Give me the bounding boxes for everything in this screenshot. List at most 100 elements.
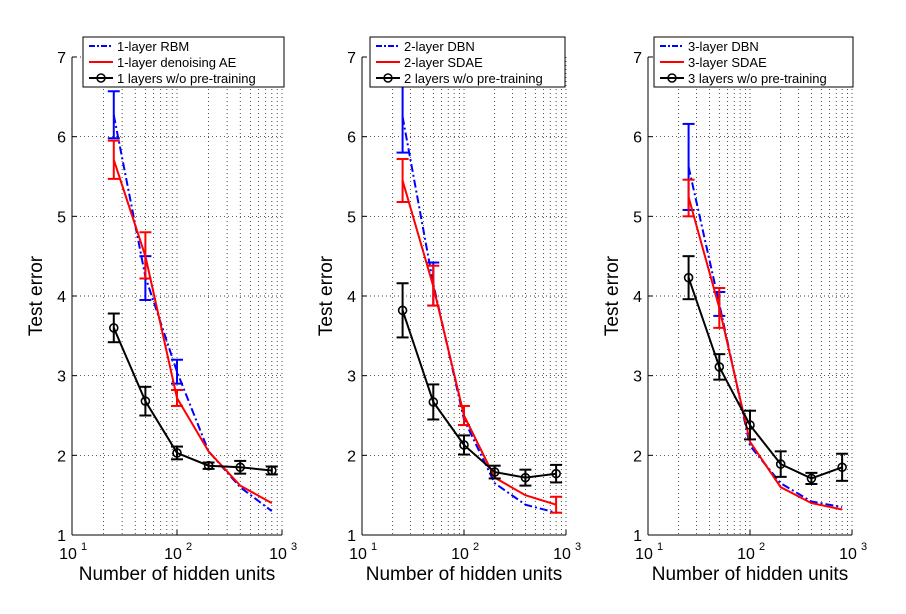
x-tick-label: 10 [737,546,755,563]
series-2 [107,139,273,504]
series-line [401,309,557,479]
data-point [397,305,408,316]
error-bar [139,385,152,417]
legend-item-3: 2 layers w/o pre-training [376,71,543,86]
error-bar [171,389,183,407]
error-bar [713,353,726,381]
y-axis-label: Test error [26,255,47,336]
data-point [489,467,500,477]
data-point [203,460,214,471]
legend-item-1: 3-layer DBN [660,39,759,54]
error-bar [396,79,409,154]
error-bar [139,231,152,280]
grid [647,56,853,536]
data-point [108,323,119,333]
y-tick-label: 3 [347,369,356,386]
x-tick-label-exponent: 3 [575,541,581,553]
error-bar [107,139,120,180]
x-tick-label: 10 [839,546,857,563]
series-2 [396,157,563,514]
series-3 [396,282,563,487]
y-tick-label: 1 [347,528,356,545]
data-point [428,397,439,407]
grid [71,56,283,536]
data-point [520,472,531,483]
series-3 [107,312,278,476]
data-point [745,420,755,430]
data-point [775,459,786,469]
error-bar [458,434,470,456]
legend-marker [383,73,393,83]
series-line [687,277,843,480]
error-bar [713,287,726,329]
x-tick-label: 10 [269,546,287,563]
x-tick-label: 10 [59,546,77,563]
x-tick-label-exponent: 1 [371,541,377,553]
error-bar [550,463,563,484]
y-tick-label: 1 [633,528,642,545]
series-1 [396,79,557,514]
y-tick-label: 2 [57,448,66,465]
y-tick-label: 6 [633,130,642,147]
legend-label: 1-layer denoising AE [117,55,237,70]
error-bar [396,282,409,339]
legend-box [369,36,566,88]
error-bar [107,312,120,344]
y-tick-label: 6 [57,130,66,147]
error-bar [107,90,120,140]
x-tick-label: 10 [349,546,367,563]
error-bar [458,404,470,427]
series-line [112,327,272,472]
error-bar [744,409,756,441]
series-1 [682,122,843,509]
series-1 [107,90,273,512]
legend-item-3: 1 layers w/o pre-training [89,71,256,86]
legend-box [653,36,854,88]
y-tick-label: 7 [57,50,66,67]
legend-label: 2 layers w/o pre-training [404,71,543,86]
y-tick-label: 5 [347,209,356,226]
legend-label: 1 layers w/o pre-training [117,71,256,86]
y-tick-label: 6 [347,130,356,147]
series-line [687,196,843,511]
y-tick-label: 5 [633,209,642,226]
x-tick-label-exponent: 3 [861,541,867,553]
x-axis-label: Number of hidden units [366,564,562,585]
y-tick-label: 7 [633,50,642,67]
grid [361,56,567,536]
x-axis-label: Number of hidden units [79,564,275,585]
series-line [401,180,557,506]
y-tick-label: 4 [633,289,642,306]
legend-item-2: 3-layer SDAE [660,55,767,70]
legend-label: 1-layer RBM [117,39,189,54]
error-bar [550,495,563,514]
series-line [401,116,557,514]
x-tick-label-exponent: 1 [81,541,87,553]
data-point [459,440,469,450]
legend-label: 2-layer SDAE [404,55,483,70]
error-bar [427,264,440,307]
series-line [112,159,273,504]
legend-item-1: 1-layer RBM [89,39,189,54]
legend-item-3: 3 layers w/o pre-training [660,71,827,86]
x-tick-label: 10 [451,546,469,563]
x-tick-label-exponent: 2 [186,541,192,553]
y-tick-label: 2 [347,448,356,465]
series-2 [682,178,843,511]
x-tick-label-exponent: 2 [473,541,479,553]
y-axis-label: Test error [602,255,623,336]
error-bar [774,450,787,478]
legend-label: 2-layer DBN [404,39,475,54]
x-tick-label-exponent: 1 [657,541,663,553]
legend-label: 3-layer DBN [688,39,759,54]
legend-label: 3-layer SDAE [688,55,767,70]
legend-marker [96,73,106,83]
error-bar [202,461,215,470]
